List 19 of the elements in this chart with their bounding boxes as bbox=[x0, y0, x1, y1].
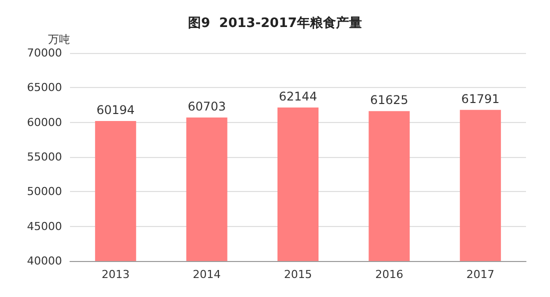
data-label: 62144 bbox=[278, 89, 318, 104]
y-tick-label: 55000 bbox=[27, 150, 62, 164]
y-tick-label: 45000 bbox=[27, 220, 62, 233]
x-tick-label: 2014 bbox=[192, 268, 221, 281]
data-label: 60194 bbox=[96, 102, 135, 117]
x-tick-label: 2015 bbox=[284, 268, 312, 281]
y-tick-label: 50000 bbox=[27, 185, 62, 198]
chart-title: 图9 2013-2017年粮食产量 bbox=[188, 15, 362, 31]
data-label: 60703 bbox=[188, 99, 226, 114]
y-tick-label: 40000 bbox=[27, 254, 62, 268]
x-tick-label: 2013 bbox=[102, 268, 130, 281]
data-label: 61625 bbox=[370, 93, 408, 108]
y-tick-label: 65000 bbox=[27, 81, 62, 94]
y-tick-label: 70000 bbox=[27, 46, 62, 60]
y-tick-label: 60000 bbox=[27, 116, 62, 129]
x-tick-label: 2017 bbox=[466, 268, 494, 281]
data-label: 61791 bbox=[461, 92, 500, 106]
x-tick-label: 2016 bbox=[375, 268, 404, 281]
y-axis-title: 万吨 bbox=[48, 33, 70, 46]
